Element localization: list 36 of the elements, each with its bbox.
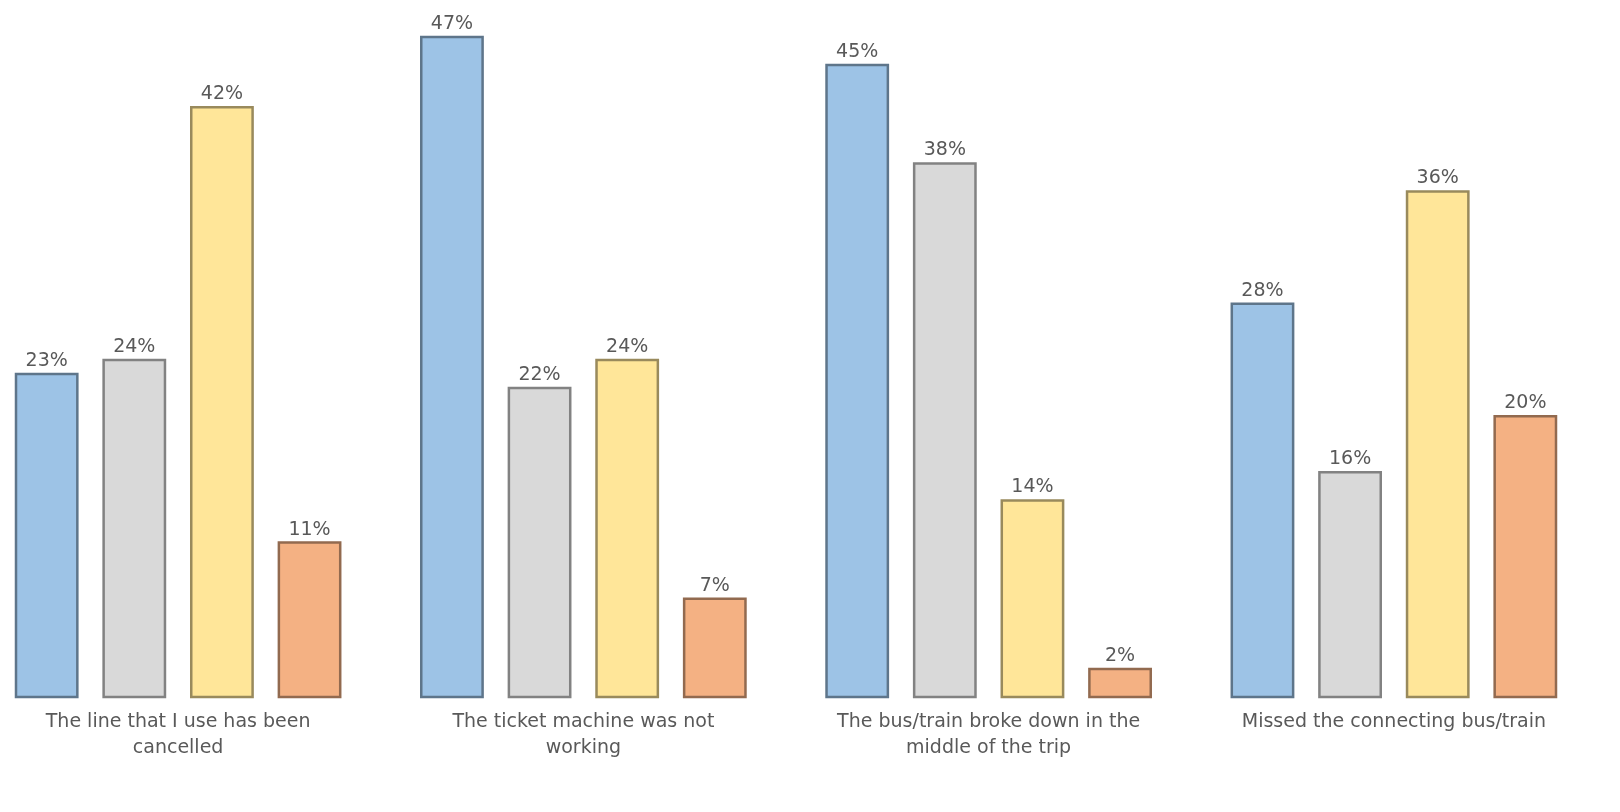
bar [1230, 302, 1295, 699]
bar [1405, 190, 1470, 699]
data-label: 23% [25, 348, 68, 371]
data-label: 45% [836, 39, 879, 62]
data-label: 36% [1416, 165, 1459, 188]
data-label: 24% [113, 333, 156, 356]
data-label: 47% [430, 11, 474, 33]
bar [825, 63, 890, 699]
x-tick-label: Missed the connecting bus/train [1241, 708, 1547, 731]
x-tick-label: The bus/train broke down in the middle of the trip [836, 708, 1141, 757]
bar [507, 386, 572, 699]
data-label: 7% [699, 572, 730, 595]
data-label: 2% [1104, 642, 1136, 665]
bar [1493, 414, 1558, 699]
bar [102, 358, 167, 699]
data-label: 14% [1011, 474, 1054, 497]
bar [595, 358, 660, 699]
data-label: 42% [200, 81, 244, 104]
bar [420, 35, 484, 699]
bar [682, 597, 747, 699]
bar [912, 162, 977, 699]
bar [1000, 499, 1065, 699]
x-tick-label: The ticket machine was not working [451, 708, 715, 757]
data-label: 28% [1241, 277, 1284, 300]
bar [1318, 471, 1382, 699]
data-label: 22% [518, 362, 561, 385]
bar [190, 105, 254, 699]
bar [277, 541, 342, 699]
data-label: 11% [288, 516, 331, 539]
bar [14, 372, 79, 699]
data-label: 16% [1328, 446, 1372, 469]
data-label: 38% [923, 137, 966, 160]
data-label: 24% [606, 333, 649, 356]
data-label: 20% [1504, 390, 1547, 413]
x-tick-label: The line that I use has been cancelled [44, 708, 311, 757]
bar [1088, 667, 1152, 699]
